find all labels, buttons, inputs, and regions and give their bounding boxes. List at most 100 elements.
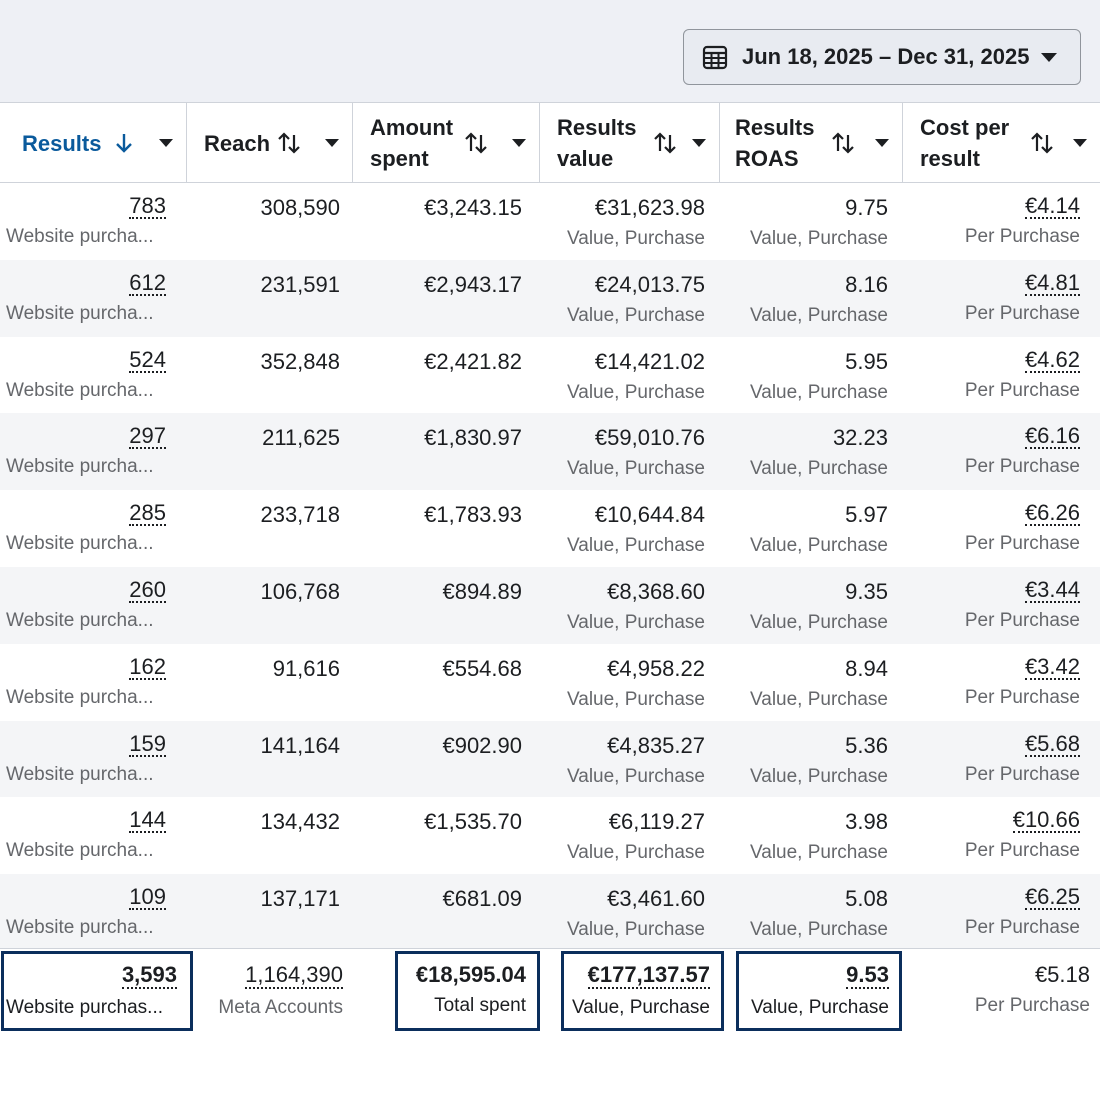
cell-reach: 211,625 (262, 425, 340, 451)
total-results[interactable]: 3,593 Website purchas... (6, 962, 177, 1018)
cell-roas: 8.94 Value, Purchase (749, 655, 888, 710)
cell-cost-per-result[interactable]: €6.26 Per Purchase (964, 500, 1080, 555)
column-title: Results value (557, 115, 637, 171)
total-amount-spent: €18,595.04 Total spent (415, 962, 526, 1017)
toolbar: Jun 18, 2025 – Dec 31, 2025 (0, 0, 1100, 102)
table-row[interactable]: 144 Website purcha... 134,432 €1,535.70 €6,1… (0, 797, 1100, 874)
cell-results[interactable]: 159 Website purcha... (6, 730, 166, 785)
table-row[interactable]: 783 Website purcha... 308,590 €3,243.15 €31,… (0, 183, 1100, 260)
sort-icon (465, 132, 487, 154)
cell-reach: 233,718 (260, 502, 340, 528)
table-row[interactable]: 159 Website purcha... 141,164 €902.90 €4,835… (0, 720, 1100, 798)
table-row[interactable]: 162 Website purcha... 91,616 €554.68 €4,958.… (0, 644, 1100, 721)
cell-cost-per-result[interactable]: €3.44 Per Purchase (964, 576, 1080, 631)
cell-cost-per-result[interactable]: €4.62 Per Purchase (964, 346, 1080, 401)
cell-reach: 352,848 (260, 348, 340, 374)
cell-amount-spent: €3,243.15 (424, 195, 522, 220)
cell-reach: 137,171 (260, 886, 340, 912)
cell-roas: 8.16 Value, Purchase (749, 271, 888, 326)
cell-results-value: €10,644.84 Value, Purchase (566, 502, 705, 557)
cell-results[interactable]: 260 Website purcha... (6, 576, 166, 631)
cell-cost-per-result[interactable]: €6.16 Per Purchase (964, 423, 1080, 478)
total-roas[interactable]: 9.53 Value, Purchase (750, 962, 889, 1018)
cell-results[interactable]: 109 Website purcha... (6, 884, 166, 939)
cell-results[interactable]: 612 Website purcha... (6, 269, 166, 324)
cell-reach: 231,591 (260, 271, 340, 297)
cell-roas: 5.97 Value, Purchase (749, 502, 888, 557)
table-row[interactable]: 109 Website purcha... 137,171 €681.09 €3,461… (0, 874, 1100, 951)
sort-descending-icon (116, 134, 133, 153)
cell-cost-per-result[interactable]: €6.25 Per Purchase (964, 884, 1080, 939)
cell-results[interactable]: 162 Website purcha... (6, 653, 166, 708)
chevron-down-icon[interactable] (875, 139, 889, 147)
column-title: Cost per result (920, 115, 1010, 171)
cell-results[interactable]: 285 Website purcha... (6, 500, 166, 555)
total-results-value[interactable]: €177,137.57 Value, Purchase (571, 962, 710, 1018)
column-header-results-roas[interactable]: Results ROAS (719, 103, 902, 183)
totals-row: 3,593 Website purchas... 1,164,390 Meta … (0, 948, 1100, 1032)
sort-icon (832, 132, 855, 154)
highlight-box (1, 951, 193, 1031)
column-header-results-value[interactable]: Results value (539, 103, 719, 183)
table-row[interactable]: 524 Website purcha... 352,848 €2,421.82 €14,… (0, 337, 1100, 414)
total-reach[interactable]: 1,164,390 Meta Accounts (218, 962, 343, 1018)
date-range-picker[interactable]: Jun 18, 2025 – Dec 31, 2025 (683, 29, 1081, 85)
cell-amount-spent: €1,783.93 (424, 502, 522, 528)
chevron-down-icon[interactable] (325, 139, 339, 147)
table-row[interactable]: 260 Website purcha... 106,768 €894.89 €8,368… (0, 566, 1100, 644)
table-row[interactable]: 285 Website purcha... 233,718 €1,783.93 €10,… (0, 490, 1100, 567)
cell-amount-spent: €681.09 (442, 886, 522, 912)
table-body: 783 Website purcha... 308,590 €3,243.15 €31,… (0, 183, 1100, 951)
cell-cost-per-result[interactable]: €5.68 Per Purchase (964, 730, 1080, 785)
cell-results-value: €31,623.98 Value, Purchase (566, 195, 705, 249)
table-row[interactable]: 612 Website purcha... 231,591 €2,943.17 €24,… (0, 259, 1100, 337)
chevron-down-icon[interactable] (692, 139, 706, 147)
cell-results-value: €59,010.76 Value, Purchase (566, 425, 705, 480)
cell-results-value: €14,421.02 Value, Purchase (566, 348, 705, 403)
cell-amount-spent: €2,943.17 (424, 271, 522, 297)
column-header-cost-per-result[interactable]: Cost per result (902, 103, 1100, 183)
cell-results-value: €24,013.75 Value, Purchase (566, 271, 705, 326)
chevron-down-icon[interactable] (512, 139, 526, 147)
table-row[interactable]: 297 Website purcha... 211,625 €1,830.97 €59,… (0, 413, 1100, 491)
sort-icon (278, 132, 300, 154)
cell-cost-per-result[interactable]: €3.42 Per Purchase (964, 653, 1080, 708)
cell-reach: 141,164 (260, 732, 340, 758)
sort-icon (654, 132, 677, 154)
cell-amount-spent: €894.89 (442, 578, 522, 604)
cell-results-value: €8,368.60 Value, Purchase (566, 578, 705, 633)
highlight-box (395, 951, 540, 1031)
sort-icon (1031, 132, 1054, 154)
cell-results[interactable]: 524 Website purcha... (6, 346, 166, 401)
column-title: Reach (204, 130, 271, 156)
chevron-down-icon (1041, 52, 1057, 62)
cell-results[interactable]: 144 Website purcha... (6, 807, 166, 862)
column-header-reach[interactable]: Reach (186, 103, 352, 183)
cell-results-value: €6,119.27 Value, Purchase (566, 809, 705, 864)
cell-reach: 106,768 (260, 578, 340, 604)
cell-cost-per-result[interactable]: €4.14 Per Purchase (964, 193, 1080, 247)
calendar-icon (702, 45, 728, 70)
column-header-amount-spent[interactable]: Amount spent (352, 103, 539, 183)
cell-results-value: €4,835.27 Value, Purchase (566, 732, 705, 787)
cell-roas: 9.35 Value, Purchase (749, 578, 888, 633)
cell-cost-per-result[interactable]: €4.81 Per Purchase (964, 269, 1080, 324)
date-range-label: Jun 18, 2025 – Dec 31, 2025 (742, 44, 1030, 69)
total-cost-per-result: €5.18 Per Purchase (974, 962, 1090, 1017)
cell-results[interactable]: 783 Website purcha... (6, 193, 166, 247)
cell-amount-spent: €1,535.70 (424, 809, 522, 835)
column-title: Results ROAS (735, 115, 815, 171)
cell-roas: 5.36 Value, Purchase (749, 732, 888, 787)
cell-amount-spent: €2,421.82 (424, 348, 522, 374)
column-title: Amount spent (370, 115, 454, 171)
cell-amount-spent: €1,830.97 (424, 425, 522, 451)
chevron-down-icon[interactable] (159, 139, 173, 147)
column-header-results[interactable]: Results (0, 103, 186, 183)
cell-results-value: €4,958.22 Value, Purchase (566, 655, 705, 710)
highlight-box (736, 951, 902, 1031)
cell-amount-spent: €554.68 (442, 655, 522, 681)
cell-results[interactable]: 297 Website purcha... (6, 423, 166, 478)
cell-roas: 9.75 Value, Purchase (749, 195, 888, 249)
chevron-down-icon[interactable] (1073, 139, 1087, 147)
cell-cost-per-result[interactable]: €10.66 Per Purchase (964, 807, 1080, 862)
